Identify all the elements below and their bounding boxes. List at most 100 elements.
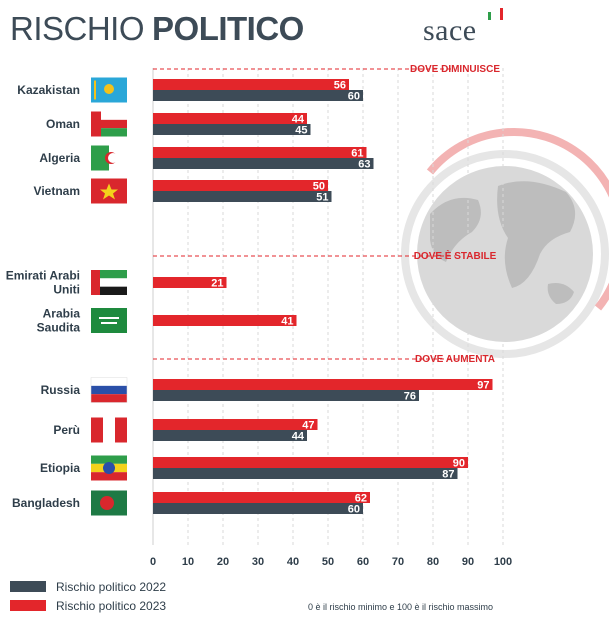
x-tick-label: 30 [252, 556, 264, 568]
flag-part [91, 394, 127, 403]
bar-2023-value: 41 [281, 316, 293, 328]
bar-2022 [153, 191, 332, 202]
flag-disc [100, 496, 114, 510]
bar-2023-value: 56 [334, 80, 346, 92]
country-name: Algeria [39, 151, 80, 165]
flag-part [91, 111, 101, 137]
bar-2022-value: 51 [316, 192, 328, 204]
x-tick-label: 0 [150, 556, 156, 568]
uae-flag [91, 270, 127, 295]
country-name: Bangladesh [12, 496, 80, 510]
globe-ring-red [426, 127, 609, 311]
flag-part [91, 111, 127, 120]
vietnam-flag [91, 178, 127, 204]
globe-illustration [401, 127, 609, 358]
flag-part [101, 322, 117, 324]
page-title: RISCHIO POLITICO [10, 10, 304, 48]
flag-part [91, 417, 103, 443]
logo-flag-green-stripe [488, 12, 491, 20]
bar-2022 [153, 390, 419, 401]
saudi-arabia-flag [91, 308, 127, 333]
bar-2022-value: 60 [348, 504, 360, 516]
bar-2023-value: 97 [477, 380, 489, 392]
flag-part [91, 472, 127, 481]
logo-text: sace [423, 14, 477, 47]
x-tick-label: 70 [392, 556, 404, 568]
ethiopia-flag [91, 455, 127, 481]
bar-2023 [153, 379, 493, 390]
flag-border [90, 377, 128, 403]
algeria-flag [91, 145, 127, 171]
flag-part [115, 417, 127, 443]
bar-2022-value: 45 [295, 125, 307, 137]
x-tick-label: 80 [427, 556, 439, 568]
country-name: Saudita [37, 321, 81, 335]
flag-part [91, 278, 127, 287]
legend: Rischio politico 2022 Rischio politico 20… [10, 580, 166, 613]
legend-swatch [10, 581, 46, 592]
x-tick-label: 20 [217, 556, 229, 568]
flag-part [91, 128, 127, 137]
country-name: Oman [46, 117, 80, 131]
logo-flag-red-stripe [500, 8, 503, 20]
bar-2023 [153, 492, 370, 503]
flag-part [94, 80, 96, 100]
bar-2023 [153, 277, 227, 288]
flag-crescent-cut [108, 153, 118, 163]
flag-part [91, 145, 109, 171]
flag-emblem [103, 462, 115, 474]
flag-part [91, 119, 127, 129]
bar-2023-value: 21 [211, 278, 223, 290]
flag-sun [104, 84, 114, 94]
flag-part [91, 270, 127, 279]
x-tick-label: 90 [462, 556, 474, 568]
bar-2023-value: 62 [355, 493, 367, 505]
bar-2023 [153, 315, 297, 326]
flag-part [99, 317, 119, 319]
country-name: Emirati Arabi [6, 269, 80, 283]
bar-2023 [153, 79, 349, 90]
country-name: Perù [53, 423, 80, 437]
bangladesh-flag [91, 490, 127, 516]
section-title: DOVE È STABILE [414, 249, 497, 262]
flag-part [91, 286, 127, 295]
bar-2023-value: 50 [313, 181, 325, 193]
flag-part [91, 270, 100, 295]
bar-2022 [153, 124, 311, 135]
peru-flag [91, 417, 127, 443]
x-tick-label: 60 [357, 556, 369, 568]
bar-2022-value: 44 [292, 431, 305, 443]
bar-2023 [153, 180, 328, 191]
legend-label: Rischio politico 2022 [56, 580, 166, 594]
bar-2023 [153, 419, 318, 430]
bar-2023-value: 90 [453, 458, 465, 470]
x-tick-label: 10 [182, 556, 194, 568]
country-name: Etiopia [40, 461, 80, 475]
flag-part [91, 455, 127, 464]
country-row: Russia 97 76 [41, 377, 493, 403]
bar-2022-value: 87 [442, 469, 454, 481]
bar-2022-value: 60 [348, 91, 360, 103]
bar-2022 [153, 430, 307, 441]
globe-ring-gray [401, 150, 609, 358]
bar-2022 [153, 90, 363, 101]
country-name: Vietnam [34, 184, 80, 198]
russia-flag [90, 377, 128, 403]
flag-star [100, 183, 118, 200]
flag-part [91, 308, 127, 333]
flag-part [91, 377, 127, 386]
country-name: Kazakistan [17, 83, 80, 97]
kazakhstan-flag [91, 77, 127, 103]
bar-2022 [153, 158, 374, 169]
x-tick-label: 50 [322, 556, 334, 568]
bar-2022-value: 76 [404, 391, 416, 403]
